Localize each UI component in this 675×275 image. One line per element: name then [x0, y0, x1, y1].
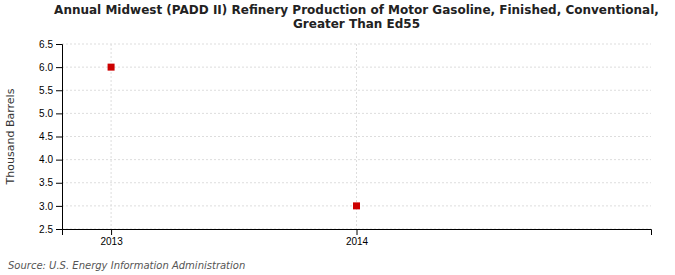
marks [108, 64, 360, 210]
y-tick-mark [56, 113, 62, 114]
grid [62, 44, 651, 229]
y-tick-label: 6.0 [39, 62, 53, 73]
y-grid-line [62, 136, 651, 137]
x-tick-mark [111, 229, 112, 235]
y-axis: 2.5 3.0 3.5 4.0 4.5 5.0 5.5 6.0 6.5 [39, 39, 62, 235]
x-grid-line [356, 44, 357, 229]
title: Annual Midwest (PADD II) Refinery Produc… [54, 3, 659, 31]
y-tick-mark [56, 67, 62, 68]
y-tick-mark [56, 90, 62, 91]
y-grid-line [62, 44, 651, 45]
y-axis-line [56, 45, 63, 230]
y-tick-label: 4.5 [39, 131, 53, 142]
y-grid-line [62, 67, 651, 68]
y-tick: 4.0 [39, 154, 62, 165]
y-tick-label: 4.0 [39, 154, 53, 165]
y-grid-line [62, 182, 651, 183]
y-grid-line [62, 90, 651, 91]
y-tick: 3.5 [39, 177, 62, 188]
x-tick: 2013 [100, 229, 123, 247]
y-tick: 5.5 [39, 85, 62, 96]
y-tick: 3.0 [39, 201, 62, 212]
x-tick-mark [357, 229, 358, 235]
y-tick-label: 5.5 [39, 85, 53, 96]
y-tick-mark [56, 137, 62, 138]
y-tick-label: 3.0 [39, 201, 53, 212]
y-tick: 4.5 [39, 131, 62, 142]
y-tick: 2.5 [39, 224, 62, 235]
y-grid-line [62, 159, 651, 160]
y-tick: 5.0 [39, 108, 62, 119]
x-axis: 2013 2014 [63, 229, 652, 247]
y-tick-mark [56, 229, 62, 230]
y-tick-label: 5.0 [39, 108, 53, 119]
x-tick-label: 2013 [100, 236, 123, 247]
point [108, 64, 115, 71]
y-tick-label: 6.5 [39, 39, 53, 50]
plot: 2013 2014 2.5 3.0 3.5 4.0 4.5 5.0 5.5 6.0 6.5 [39, 39, 651, 247]
y-tick-mark [56, 206, 62, 207]
x-tick: 2014 [346, 229, 369, 247]
y-tick-mark [56, 160, 62, 161]
source: Source: U.S. Energy Information Administ… [8, 260, 245, 271]
y-tick-label: 2.5 [39, 224, 53, 235]
x-tick-label: 2014 [346, 236, 369, 247]
y-tick: 6.5 [39, 39, 62, 50]
point [353, 202, 360, 209]
y-axis-title: Thousand Barrels [4, 88, 17, 185]
y-tick-label: 3.5 [39, 177, 53, 188]
y-grid-line [62, 113, 651, 114]
y-tick-mark [56, 44, 62, 45]
x-axis-line [63, 230, 652, 236]
y-tick-mark [56, 183, 62, 184]
chart: 2013 2014 2.5 3.0 3.5 4.0 4.5 5.0 5.5 6.0 6.5Annua… [0, 0, 675, 275]
y-tick: 6.0 [39, 62, 62, 73]
